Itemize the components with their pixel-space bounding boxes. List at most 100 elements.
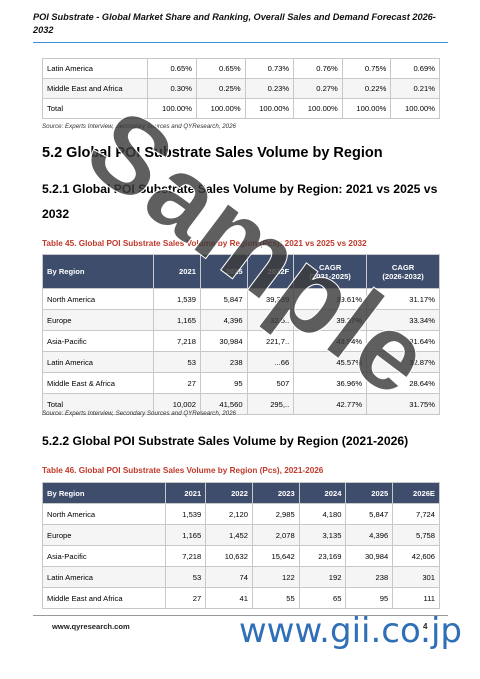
table-row: Total 10,002 41,560 295,.. 42.77% 31.75% xyxy=(41,393,440,415)
cagr-label: CAGR xyxy=(318,262,342,272)
table-cell: ...66 xyxy=(246,351,295,373)
table-cell: 7,218 xyxy=(164,545,207,567)
row-label: Asia-Pacific xyxy=(41,330,155,352)
table-cell: 0.22% xyxy=(341,78,392,99)
row-label: Middle East and Africa xyxy=(42,587,166,609)
col-header: 2032F xyxy=(246,254,295,289)
cagr-label: CAGR xyxy=(391,262,415,272)
table-45-caption: Table 45. Global POI Substrate Sales Vol… xyxy=(42,239,367,248)
table-cell: 301 xyxy=(392,566,440,588)
table-cell: 4,396 xyxy=(345,524,394,546)
table-cell: 295,.. xyxy=(246,393,295,415)
table-cell: 41 xyxy=(205,587,253,609)
table-cell: 100.00% xyxy=(341,98,392,119)
source-note: Source: Experts Interview, Secondary Sou… xyxy=(42,410,236,417)
table-cell: 95 xyxy=(345,587,394,609)
col-header: 2025 xyxy=(345,482,394,504)
table-cell: 31.64% xyxy=(366,330,440,352)
col-header: By Region xyxy=(42,482,166,504)
table-cell: 27 xyxy=(164,587,207,609)
table-cell: 4,180 xyxy=(298,503,347,525)
table-cell: 1,452 xyxy=(205,524,253,546)
row-label: Total xyxy=(41,98,149,119)
footer-divider xyxy=(33,615,448,616)
col-header: 2023 xyxy=(251,482,300,504)
table-cell: 0.25% xyxy=(196,78,246,99)
table-cell: 0.73% xyxy=(244,58,295,79)
table-cell: 100.00% xyxy=(293,98,343,119)
table-cell: 33.34% xyxy=(366,309,440,331)
table-cell: 74 xyxy=(205,566,253,588)
table-cell: 30,984 xyxy=(199,330,248,352)
table-row: Middle East & Africa 27 95 507 36.96% 28.64% xyxy=(41,372,440,394)
footer-url: www.qyresearch.com xyxy=(52,622,130,631)
table-cell: 39.61% xyxy=(293,288,368,310)
col-header: 2025 xyxy=(199,254,248,289)
col-header: By Region xyxy=(41,254,155,289)
table-cell: 100.00% xyxy=(196,98,246,119)
table-cell: 45.57% xyxy=(293,351,368,373)
table-cell: 10,632 xyxy=(205,545,253,567)
table-cell: 100.00% xyxy=(244,98,295,119)
table-cell: 5,847 xyxy=(199,288,248,310)
table-cell: 0.27% xyxy=(293,78,343,99)
page-number: 4 xyxy=(423,622,428,631)
table-cell: 41,560 xyxy=(199,393,248,415)
table-cell: 32,5.. xyxy=(246,309,295,331)
table-row: North America 1,539 5,847 39,339 39.61% 31.17… xyxy=(41,288,440,310)
table-row: Middle East and Africa 0.30% 0.25% 0.23% 0.2… xyxy=(41,78,440,99)
table-row: Latin America 53 238 ...66 45.57% 32.87% xyxy=(41,351,440,373)
table-cell: 7,218 xyxy=(153,330,201,352)
table-cell: 2,985 xyxy=(251,503,300,525)
table-45: By Region 2021 2025 2032F CAGR (2021-202… xyxy=(41,254,440,415)
table-cell: 0.23% xyxy=(244,78,295,99)
table-cell: 10,002 xyxy=(153,393,201,415)
table-cell: 0.21% xyxy=(390,78,440,99)
row-label: Middle East and Africa xyxy=(41,78,149,99)
col-header: 2024 xyxy=(298,482,347,504)
table-cell: 4,396 xyxy=(199,309,248,331)
table-cell: 15,642 xyxy=(251,545,300,567)
table-cell: 192 xyxy=(298,566,347,588)
table-cell: 100.00% xyxy=(390,98,440,119)
table-row: Middle East and Africa 27 41 55 65 95 111 xyxy=(42,587,440,609)
table-cell: 43.94% xyxy=(293,330,368,352)
col-header: 2026E xyxy=(392,482,440,504)
table-cell: 100.00% xyxy=(147,98,197,119)
table-cell: 111 xyxy=(392,587,440,609)
table-cell: 32.87% xyxy=(366,351,440,373)
col-header: 2022 xyxy=(205,482,253,504)
table-cell: 0.76% xyxy=(293,58,343,79)
table-cell: 23,169 xyxy=(298,545,347,567)
table-46-caption: Table 46. Global POI Substrate Sales Vol… xyxy=(42,466,324,475)
table-cell: 95 xyxy=(199,372,248,394)
table-cell: 1,539 xyxy=(164,503,207,525)
table-row: Europe 1,165 4,396 32,5.. 39.37% 33.34% xyxy=(41,309,440,331)
table-row: Europe 1,165 1,452 2,078 3,135 4,396 5,758 xyxy=(42,524,440,546)
table-cell: 238 xyxy=(199,351,248,373)
col-header: 2021 xyxy=(164,482,207,504)
table-cell: 1,165 xyxy=(153,309,201,331)
row-label: Latin America xyxy=(41,58,149,79)
table-cell: 42,606 xyxy=(392,545,440,567)
table-cell: 31.75% xyxy=(366,393,440,415)
row-label: Latin America xyxy=(41,351,155,373)
table-cell: 1,539 xyxy=(153,288,201,310)
table-cell: 42.77% xyxy=(293,393,368,415)
brand-watermark: www.gii.co.jp xyxy=(238,611,462,651)
table-row: North America 1,539 2,120 2,985 4,180 5,847 7,… xyxy=(42,503,440,525)
table-cell: 53 xyxy=(153,351,201,373)
table-row: Latin America 0.65% 0.65% 0.73% 0.76% 0.75% 0.… xyxy=(41,58,440,79)
table-cell: 65 xyxy=(298,587,347,609)
table-cell: 221,7.. xyxy=(246,330,295,352)
table-cell: 0.30% xyxy=(147,78,197,99)
table-cell: 30,984 xyxy=(345,545,394,567)
table-cell: 31.17% xyxy=(366,288,440,310)
table-cell: 27 xyxy=(153,372,201,394)
table-cell: 0.75% xyxy=(341,58,392,79)
table-cell: 507 xyxy=(246,372,295,394)
table-46: By Region 2021 2022 2023 2024 2025 2026E North… xyxy=(42,482,440,609)
table-cell: 0.65% xyxy=(147,58,197,79)
table-cell: 28.64% xyxy=(366,372,440,394)
